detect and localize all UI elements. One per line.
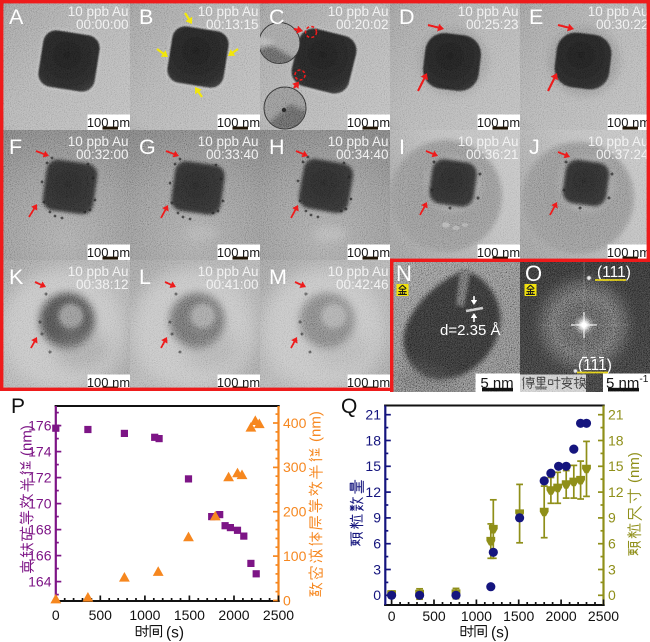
svg-text:3: 3 xyxy=(608,561,616,577)
svg-text:21: 21 xyxy=(365,407,381,423)
svg-text:15: 15 xyxy=(608,458,624,474)
svg-text:21: 21 xyxy=(608,407,624,423)
svg-text:2000: 2000 xyxy=(546,608,577,624)
svg-text:2000: 2000 xyxy=(218,607,249,623)
svg-text:(nm): (nm) xyxy=(19,425,36,456)
svg-text:1000: 1000 xyxy=(129,607,160,623)
svg-text:0: 0 xyxy=(52,607,60,623)
svg-text:(s): (s) xyxy=(491,625,509,642)
svg-text:6: 6 xyxy=(608,536,616,552)
svg-text:(s): (s) xyxy=(166,625,184,642)
svg-text:500: 500 xyxy=(89,607,113,623)
svg-text:12: 12 xyxy=(365,484,381,500)
svg-text:18: 18 xyxy=(608,432,624,448)
svg-text:2500: 2500 xyxy=(588,608,619,624)
svg-text:9: 9 xyxy=(608,510,616,526)
svg-text:2500: 2500 xyxy=(263,607,294,623)
svg-text:164: 164 xyxy=(28,573,52,589)
svg-text:15: 15 xyxy=(365,458,381,474)
svg-text:1000: 1000 xyxy=(461,608,492,624)
svg-text:0: 0 xyxy=(608,587,616,603)
svg-text:12: 12 xyxy=(608,484,624,500)
svg-text:170: 170 xyxy=(28,495,52,511)
svg-text:P: P xyxy=(11,395,25,418)
svg-text:176: 176 xyxy=(28,417,52,433)
svg-text:6: 6 xyxy=(373,536,381,552)
svg-text:(nm): (nm) xyxy=(626,452,643,483)
svg-text:18: 18 xyxy=(365,432,381,448)
svg-text:(nm): (nm) xyxy=(308,411,325,442)
svg-text:200: 200 xyxy=(283,504,307,520)
svg-text:300: 300 xyxy=(283,459,307,475)
svg-text:100: 100 xyxy=(283,548,307,564)
svg-text:Q: Q xyxy=(341,395,357,418)
svg-text:0: 0 xyxy=(388,608,396,624)
svg-text:174: 174 xyxy=(28,443,52,459)
svg-text:9: 9 xyxy=(373,510,381,526)
svg-text:0: 0 xyxy=(373,587,381,603)
svg-text:400: 400 xyxy=(283,415,307,431)
svg-text:0: 0 xyxy=(283,592,291,608)
svg-text:172: 172 xyxy=(28,469,52,485)
svg-text:3: 3 xyxy=(373,561,381,577)
svg-text:168: 168 xyxy=(28,521,52,537)
svg-text:1500: 1500 xyxy=(174,607,205,623)
svg-text:500: 500 xyxy=(422,608,446,624)
svg-text:1500: 1500 xyxy=(503,608,534,624)
svg-text:166: 166 xyxy=(28,547,52,563)
